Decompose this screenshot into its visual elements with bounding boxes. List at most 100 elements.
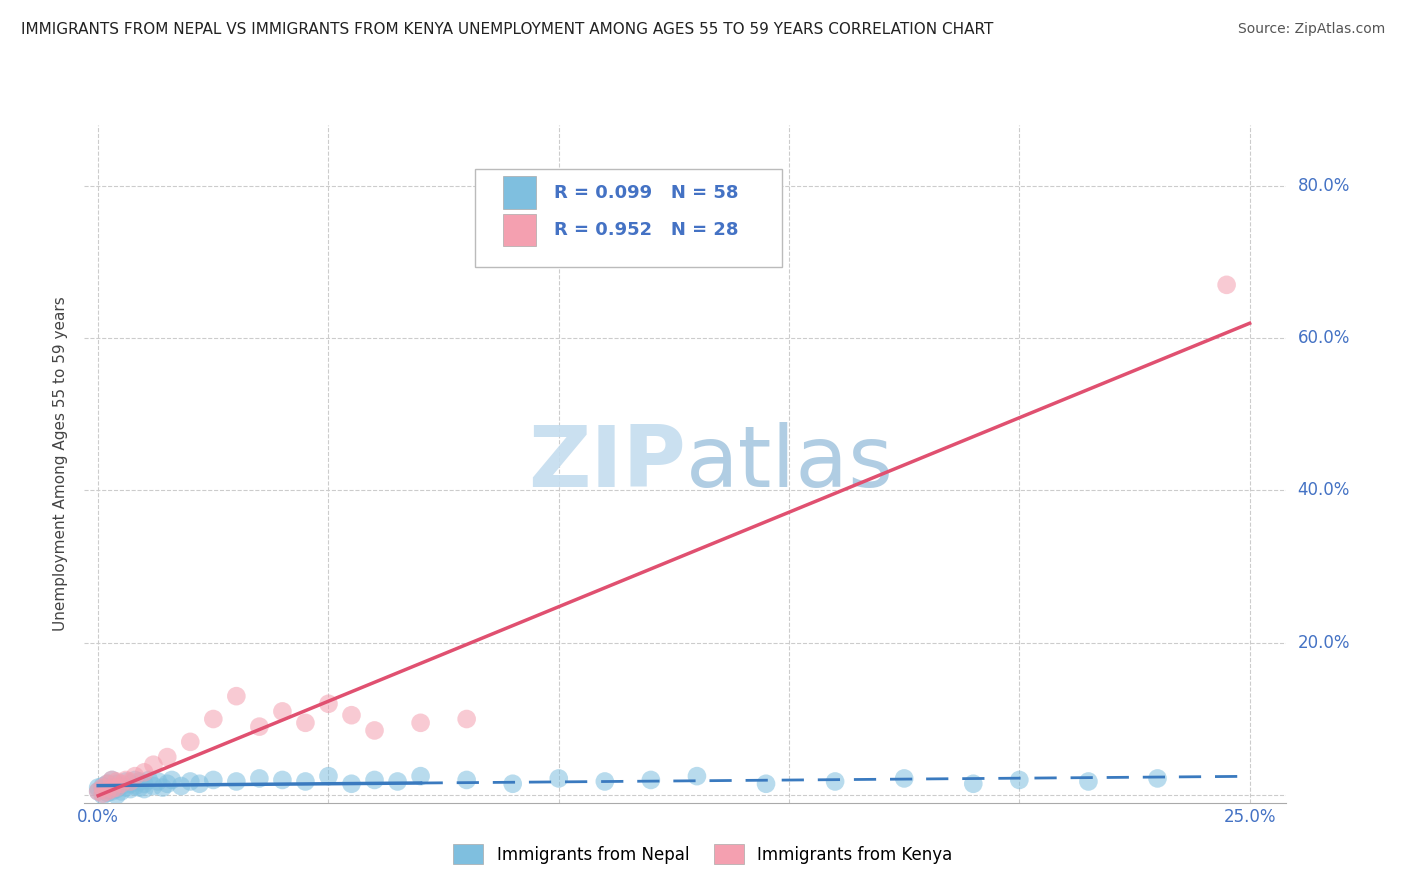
Point [893,772,915,786]
Text: 20.0%: 20.0% [1298,634,1350,652]
Point [188,777,211,791]
Point [294,715,316,730]
Point [87,780,110,795]
Point [456,712,478,726]
Point [114,772,136,787]
Point [96,777,118,791]
Point [105,788,128,802]
Point [962,777,984,791]
Point [134,782,156,797]
Point [96,784,118,798]
Point [96,782,118,797]
Point [110,779,132,793]
Point [202,772,225,787]
Point [247,772,270,786]
Point [1215,277,1237,292]
Point [134,765,156,780]
Point [138,772,160,787]
Point [294,774,316,789]
Point [91,788,114,802]
Point [105,774,128,789]
Point [101,780,124,795]
FancyBboxPatch shape [503,177,536,209]
Point [271,772,294,787]
Point [101,784,124,798]
Text: Source: ZipAtlas.com: Source: ZipAtlas.com [1237,22,1385,37]
Point [124,769,146,783]
Point [91,787,114,801]
Point [96,786,118,800]
Point [318,697,340,711]
Point [387,774,409,789]
Point [179,735,201,749]
Text: 80.0%: 80.0% [1298,177,1350,194]
Point [114,774,136,789]
Text: R = 0.952   N = 28: R = 0.952 N = 28 [554,221,740,239]
Point [363,723,385,738]
Point [340,708,363,723]
Text: R = 0.099   N = 58: R = 0.099 N = 58 [554,184,740,202]
Point [593,774,616,789]
Point [755,777,778,791]
Y-axis label: Unemployment Among Ages 55 to 59 years: Unemployment Among Ages 55 to 59 years [53,296,69,632]
Point [124,772,146,787]
Point [340,777,363,791]
Point [91,780,114,795]
Point [114,780,136,795]
Point [179,774,201,789]
Point [1146,772,1168,786]
Point [202,712,225,726]
Point [156,777,179,791]
Point [686,769,709,783]
Point [134,777,156,791]
Point [120,782,142,797]
Legend: Immigrants from Nepal, Immigrants from Kenya: Immigrants from Nepal, Immigrants from K… [447,838,959,871]
Point [156,750,179,764]
Point [110,777,132,791]
Point [409,769,432,783]
Text: 40.0%: 40.0% [1298,482,1350,500]
Point [271,705,294,719]
Point [110,784,132,798]
Point [124,779,146,793]
Point [128,774,150,789]
Point [105,780,128,795]
Point [456,772,478,787]
Point [128,780,150,795]
Point [101,782,124,797]
Point [170,779,193,793]
Point [91,779,114,793]
Point [101,772,124,787]
Point [640,772,662,787]
Point [502,777,524,791]
Point [91,782,114,797]
Point [142,779,165,793]
Point [225,774,247,789]
FancyBboxPatch shape [475,169,782,268]
Point [363,772,385,787]
Point [96,777,118,791]
Point [120,777,142,791]
Point [160,772,183,787]
Text: IMMIGRANTS FROM NEPAL VS IMMIGRANTS FROM KENYA UNEMPLOYMENT AMONG AGES 55 TO 59 : IMMIGRANTS FROM NEPAL VS IMMIGRANTS FROM… [21,22,994,37]
Point [152,780,174,795]
Point [318,769,340,783]
Point [146,774,169,789]
Point [547,772,569,786]
Point [87,784,110,798]
Point [1077,774,1099,789]
Point [142,757,165,772]
Point [101,772,124,787]
Point [247,720,270,734]
Point [1008,772,1031,787]
Point [120,774,142,789]
Text: 60.0%: 60.0% [1298,329,1350,347]
Text: atlas: atlas [686,422,893,506]
FancyBboxPatch shape [503,214,536,246]
Point [225,689,247,703]
Point [824,774,846,789]
Point [105,782,128,797]
Point [409,715,432,730]
Point [105,777,128,791]
Text: ZIP: ZIP [527,422,686,506]
